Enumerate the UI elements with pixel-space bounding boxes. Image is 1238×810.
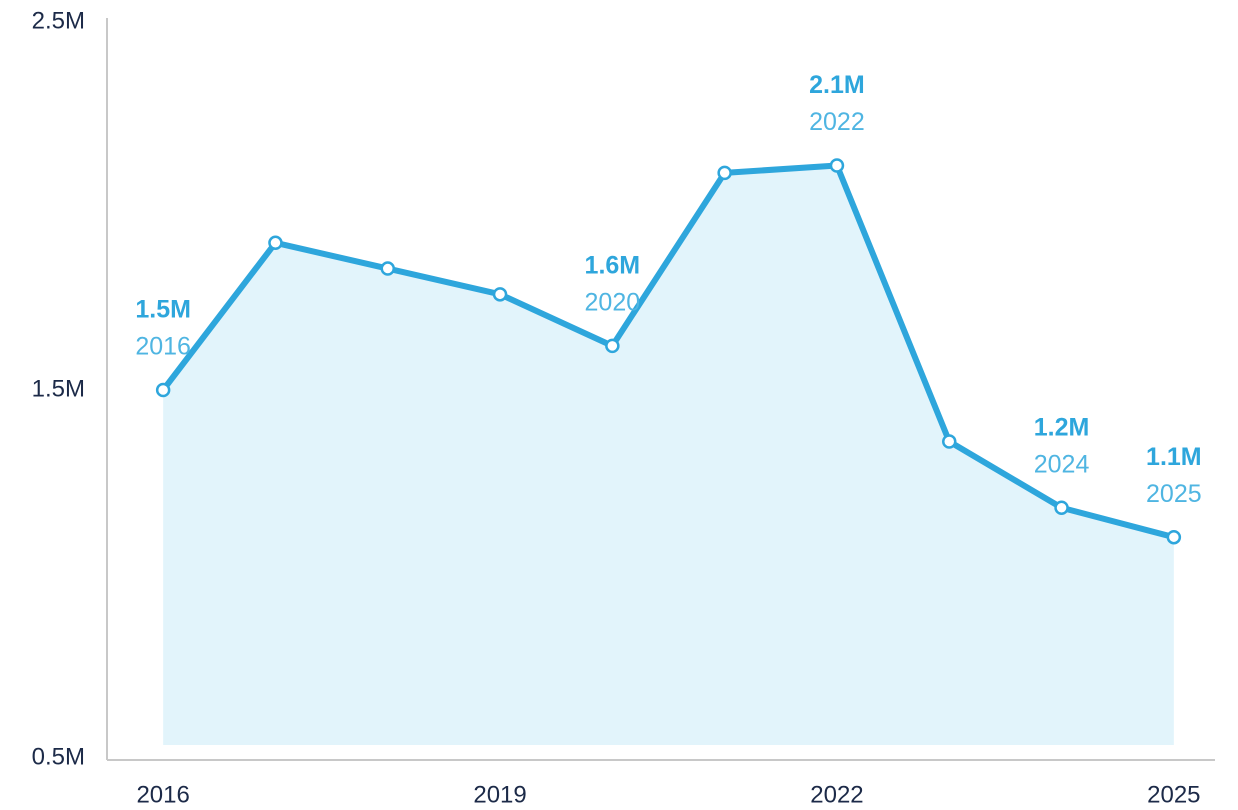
point [492, 287, 508, 302]
point [155, 382, 171, 398]
point [380, 261, 395, 276]
year-label: 2025 [1146, 480, 1202, 508]
point [605, 338, 620, 354]
point [942, 434, 957, 449]
line [160, 162, 1175, 541]
area [163, 165, 1174, 745]
y-tick-label: 1.5M [32, 375, 85, 402]
value-label: 1.5M [135, 296, 191, 324]
point [717, 165, 732, 181]
year-label: 2024 [1034, 450, 1090, 478]
x-tick-label: 2016 [136, 781, 189, 808]
x-tick-label: 2025 [1147, 781, 1200, 808]
year-label: 2022 [809, 108, 865, 136]
value-label: 2.1M [809, 71, 865, 99]
y-tick-label: 0.5M [32, 743, 85, 770]
point [1054, 500, 1069, 516]
point [829, 158, 845, 173]
point [268, 235, 283, 251]
year-label: 2016 [135, 333, 191, 361]
value-label: 1.2M [1034, 413, 1090, 441]
value-label: 1.6M [585, 251, 641, 279]
value-label: 1.1M [1146, 443, 1202, 471]
x-tick-label: 2019 [473, 781, 526, 808]
y-tick-label: 2.5M [32, 7, 85, 34]
point [1166, 529, 1182, 545]
year-label: 2020 [585, 288, 641, 316]
x-tick-label: 2022 [810, 781, 863, 808]
